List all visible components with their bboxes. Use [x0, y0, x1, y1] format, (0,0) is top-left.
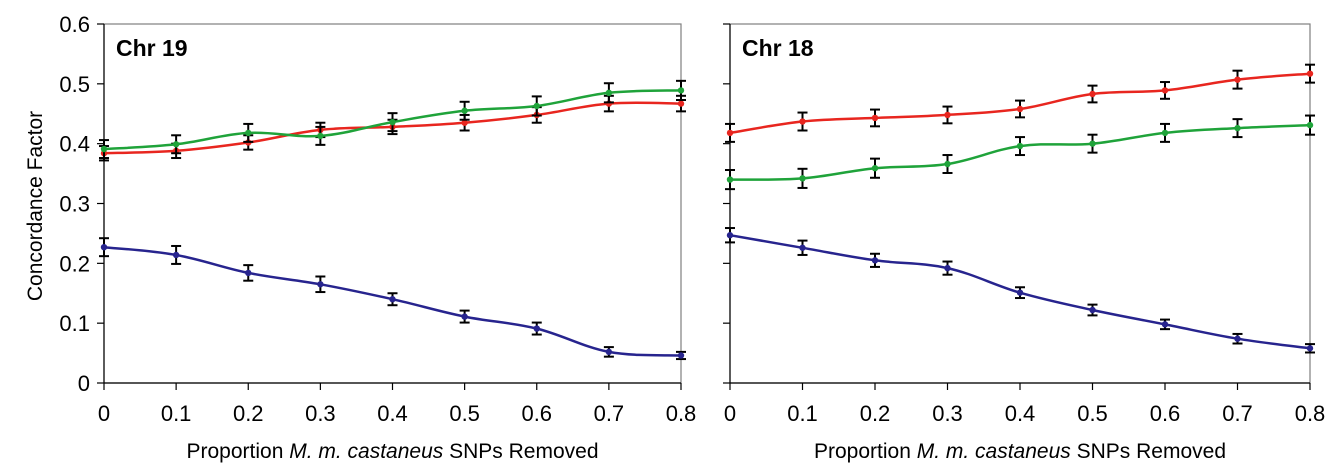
x-tick-label: 0.2 — [233, 401, 264, 426]
x-axis-label-suffix: SNPs Removed — [1071, 440, 1226, 463]
data-point — [461, 119, 468, 126]
data-point — [245, 269, 252, 277]
data-point — [799, 118, 806, 125]
y-tick-label: 0.1 — [59, 311, 90, 336]
data-point — [1089, 140, 1096, 147]
x-tick-label: 0 — [98, 401, 110, 426]
data-point — [533, 102, 540, 110]
data-point — [605, 89, 613, 97]
data-point — [1161, 87, 1169, 94]
data-point — [1161, 321, 1169, 328]
x-tick-label: 0.7 — [1222, 401, 1253, 426]
data-point — [677, 100, 685, 107]
x-tick-label: 0.6 — [1150, 401, 1181, 426]
plot-area-frame — [103, 23, 682, 384]
x-tick-label: 0.2 — [860, 401, 891, 426]
x-axis-label-species: M. m. castaneus — [917, 440, 1072, 463]
data-point — [677, 87, 685, 94]
data-point — [871, 164, 879, 172]
panel-title: Chr 19 — [116, 35, 188, 61]
y-tick-label: 0.4 — [59, 132, 90, 157]
y-tick-label: 0 — [78, 371, 90, 396]
data-point — [1089, 306, 1096, 314]
data-point — [1306, 345, 1314, 352]
data-point — [100, 243, 108, 251]
data-point — [944, 264, 951, 272]
x-axis-label-species: M. m. castaneus — [289, 440, 444, 463]
data-point — [1306, 70, 1314, 77]
x-axis-label-suffix: SNPs Removed — [443, 440, 598, 463]
data-point — [1016, 142, 1024, 150]
data-point — [1016, 289, 1024, 296]
x-axis-label-prefix: Proportion — [186, 440, 289, 463]
data-point — [1234, 76, 1241, 83]
data-point — [317, 281, 324, 288]
x-axis-label-prefix: Proportion — [814, 440, 917, 463]
data-point — [799, 175, 806, 182]
data-point — [461, 107, 468, 114]
data-point — [1234, 124, 1241, 132]
data-point — [799, 244, 806, 251]
panel-title: Chr 18 — [742, 35, 814, 61]
plot-area-frame — [729, 23, 1311, 384]
data-point — [677, 352, 685, 359]
y-tick-label: 0.6 — [59, 12, 90, 37]
data-point — [605, 348, 613, 356]
data-point — [944, 160, 951, 168]
chart-panel-chr19: Chr 19 Proportion M. m. castaneus SNPs R… — [59, 12, 696, 463]
x-tick-label: 0.6 — [521, 401, 552, 426]
data-point — [533, 325, 540, 332]
x-tick-label: 0.3 — [932, 401, 963, 426]
data-point — [726, 232, 734, 239]
y-tick-label: 0.5 — [59, 72, 90, 97]
y-tick-label: 0.3 — [59, 192, 90, 217]
data-point — [389, 118, 396, 126]
data-point — [1234, 335, 1241, 342]
y-tick-label: 0.2 — [59, 251, 90, 276]
data-point — [389, 296, 396, 303]
data-point — [245, 129, 252, 137]
data-point — [1016, 105, 1024, 113]
data-point — [1161, 129, 1169, 137]
data-point — [944, 111, 951, 119]
x-axis-label: Proportion M. m. castaneus SNPs Removed — [186, 440, 598, 463]
data-point — [172, 251, 180, 259]
y-axis-label: Concordance Factor — [24, 111, 47, 301]
x-tick-label: 0.5 — [449, 401, 480, 426]
x-tick-label: 0.8 — [1295, 401, 1326, 426]
x-tick-label: 0.5 — [1077, 401, 1108, 426]
data-point — [871, 257, 879, 264]
x-tick-label: 0 — [724, 401, 736, 426]
data-point — [317, 132, 324, 140]
data-point — [172, 141, 180, 148]
data-point — [726, 176, 734, 183]
data-point — [1306, 121, 1314, 129]
x-axis-label: Proportion M. m. castaneus SNPs Removed — [814, 440, 1226, 463]
data-point — [726, 129, 734, 137]
x-tick-label: 0.4 — [377, 401, 408, 426]
data-point — [461, 313, 468, 320]
x-tick-label: 0.8 — [666, 401, 697, 426]
data-point — [100, 145, 108, 153]
x-tick-label: 0.7 — [594, 401, 625, 426]
chart-panel-chr18: Chr 18 Proportion M. m. castaneus SNPs R… — [723, 23, 1326, 463]
x-tick-label: 0.1 — [161, 401, 192, 426]
data-point — [1089, 90, 1096, 98]
x-tick-label: 0.3 — [305, 401, 336, 426]
x-tick-label: 0.1 — [787, 401, 818, 426]
x-tick-label: 0.4 — [1005, 401, 1036, 426]
data-point — [871, 114, 879, 122]
